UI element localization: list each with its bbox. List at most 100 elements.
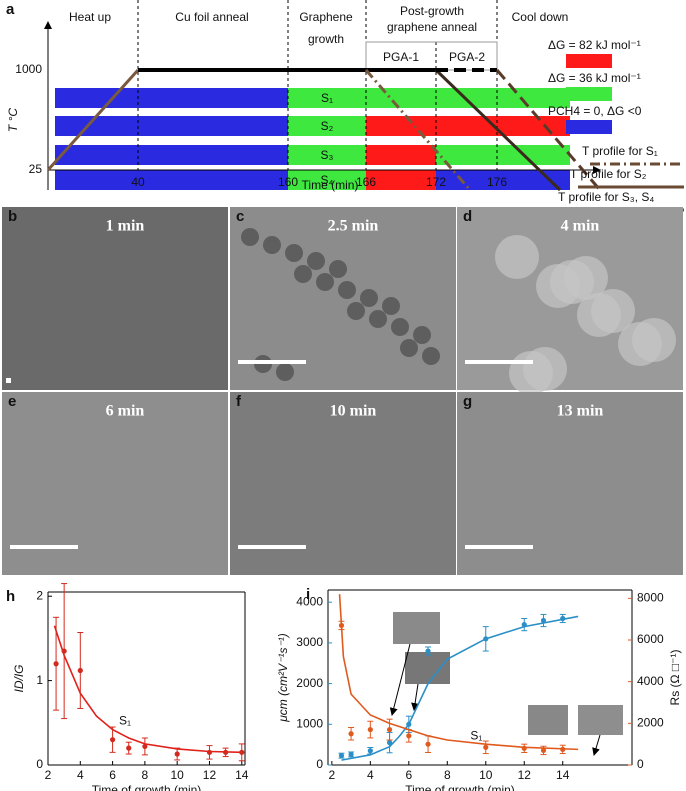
x-tick-label: 14 (235, 768, 249, 782)
graphene-grain (241, 228, 259, 246)
y-axis-label: μcm (cm²V⁻¹s⁻¹) (276, 633, 290, 723)
condition-bar (55, 88, 288, 108)
x-tick-label: 172 (426, 175, 446, 189)
stage-label: growth (308, 32, 344, 46)
panel-label: e (8, 393, 16, 410)
micrograph (457, 392, 683, 575)
x-tick-label: 160 (278, 175, 298, 189)
data-point (223, 749, 229, 755)
stage-label: graphene anneal (387, 20, 477, 34)
graphene-region (523, 347, 567, 391)
y2-tick-label: 4000 (637, 674, 664, 688)
condition-bar (436, 116, 570, 136)
graphene-region (632, 318, 676, 362)
graphene-grain (369, 310, 387, 328)
x-tick-label: 2 (329, 768, 336, 782)
y-tick-label: 1 (36, 673, 43, 687)
data-point (483, 636, 489, 642)
condition-bar (436, 145, 570, 165)
graphene-grain (382, 297, 400, 315)
legend-label: T profile for S₃, S₄ (558, 190, 654, 204)
y-tick-label: 1000 (296, 716, 323, 730)
scale-bar (6, 378, 11, 383)
x-axis-label: Time of growth (min) (405, 783, 515, 791)
stage-label: Cu foil anneal (175, 10, 248, 24)
x-tick-label: 8 (142, 768, 149, 782)
y-tick-label: 0 (316, 757, 323, 771)
condition-bar (366, 170, 436, 190)
data-point (483, 744, 489, 750)
insets (389, 612, 623, 756)
scale-bar (238, 545, 306, 549)
sample-label: S₁ (321, 91, 333, 105)
x-axis-label: Time (min) (302, 178, 359, 192)
data-point (53, 661, 59, 667)
legend-label: ΔG = 36 kJ mol⁻¹ (548, 71, 641, 85)
y-tick-label: 1000 (15, 62, 42, 76)
data-point (239, 749, 245, 755)
graphene-grain (316, 273, 334, 291)
scale-bar (465, 360, 533, 364)
condition-bar (288, 170, 366, 190)
panel-label: b (8, 208, 17, 225)
y-tick-label: 2000 (296, 676, 323, 690)
data-point (560, 746, 566, 752)
graphene-grain (391, 318, 409, 336)
temperature-ramp (46, 68, 140, 172)
stage-label: Heat up (69, 10, 111, 24)
stage-label: Graphene (299, 10, 353, 24)
y-tick-label: 2 (36, 588, 43, 602)
y-tick-label: 25 (29, 162, 43, 176)
condition-bar (288, 88, 366, 108)
condition-bar (55, 145, 288, 165)
data-point (540, 747, 547, 754)
arrow (411, 683, 420, 711)
y-axis-label: T °C (6, 108, 20, 132)
micrograph (230, 392, 456, 575)
graphene-grain (276, 363, 294, 381)
data-point (126, 745, 132, 751)
condition-bar (366, 145, 436, 165)
x-tick-label: 2 (45, 768, 52, 782)
data-point (206, 749, 213, 755)
graphene-grain (347, 302, 365, 320)
time-label: 2.5 min (328, 218, 379, 235)
graphene-grain (400, 339, 418, 357)
y2-tick-label: 6000 (637, 632, 664, 646)
time-label: 6 min (106, 403, 145, 420)
data-point (348, 751, 354, 758)
data-point (348, 731, 354, 737)
time-label: 10 min (330, 403, 377, 420)
x-tick-label: 6 (405, 768, 412, 782)
data-point (174, 751, 180, 757)
graphene-grain (413, 326, 431, 344)
annotation: S₁ (119, 713, 131, 727)
sample-label: S₂ (321, 119, 334, 133)
inset-image (528, 705, 568, 735)
y2-tick-label: 8000 (637, 591, 664, 605)
time-label: 1 min (106, 218, 145, 235)
data-point (338, 622, 345, 629)
scale-bar (238, 360, 306, 364)
scale-bar (10, 545, 78, 549)
graphene-grain (263, 236, 281, 254)
graphene-grain (329, 260, 347, 278)
y2-axis-label: Rs (Ω □⁻¹) (668, 650, 682, 706)
x-tick-label: 10 (171, 768, 185, 782)
legend-swatch (566, 87, 612, 101)
graphene-grain (422, 347, 440, 365)
fit-curve (341, 615, 579, 761)
legend-label: PCH4 = 0, ΔG <0 (548, 104, 642, 118)
data-point (406, 721, 412, 727)
data-point (406, 733, 412, 739)
data-point (386, 740, 393, 746)
y-tick-label: 0 (36, 757, 43, 771)
panel-label: h (6, 588, 15, 605)
graphene-grain (360, 289, 378, 307)
y-tick-label: 4000 (296, 594, 323, 608)
panel-label: f (236, 393, 242, 410)
x-tick-label: 40 (131, 175, 145, 189)
scale-bar (465, 545, 533, 549)
legend-label: T profile for S₂ (570, 167, 647, 181)
panel-label: g (463, 393, 472, 410)
